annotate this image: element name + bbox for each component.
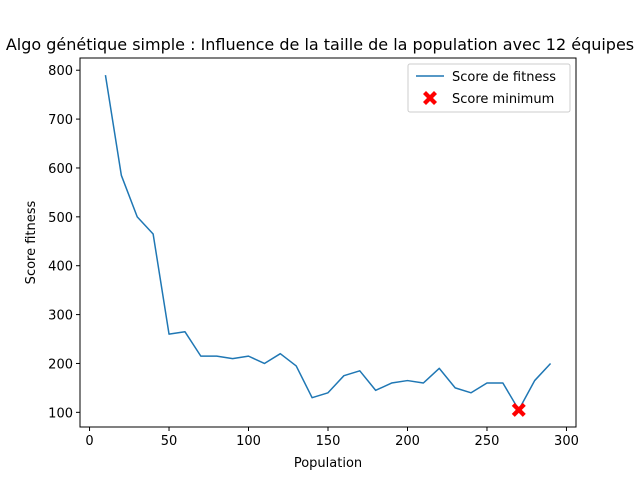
y-axis: 100 200 300 400 500 600 700 800 xyxy=(48,64,80,421)
data-point xyxy=(295,365,297,367)
data-point xyxy=(200,355,202,357)
x-tick-label: 100 xyxy=(236,434,261,449)
y-tick-label: 100 xyxy=(48,406,73,421)
data-point xyxy=(534,380,536,382)
data-point xyxy=(121,174,123,176)
chart-title: Algo génétique simple : Influence de la … xyxy=(6,35,634,54)
x-tick-label: 150 xyxy=(316,434,341,449)
data-point xyxy=(168,333,170,335)
y-tick-label: 300 xyxy=(48,309,73,324)
y-tick-label: 700 xyxy=(48,113,73,128)
y-tick-label: 800 xyxy=(48,64,73,79)
x-axis: 0 50 100 150 200 250 300 xyxy=(85,427,579,449)
x-tick-label: 250 xyxy=(475,434,500,449)
y-tick-label: 500 xyxy=(48,211,73,226)
data-point xyxy=(502,382,504,384)
legend-box xyxy=(407,63,571,113)
data-point xyxy=(486,382,488,384)
y-axis-label: Score fitness xyxy=(24,200,39,284)
x-axis-label: Population xyxy=(294,456,362,471)
data-point xyxy=(184,331,186,333)
data-point xyxy=(391,382,393,384)
legend-label-fitness: Score de fitness xyxy=(452,70,556,85)
minimum-marker xyxy=(511,402,526,417)
data-point xyxy=(216,355,218,357)
y-tick-label: 400 xyxy=(48,260,73,275)
data-point xyxy=(438,368,440,370)
legend-x-marker-icon xyxy=(423,91,437,105)
legend-label-minimum: Score minimum xyxy=(452,92,554,107)
data-point xyxy=(232,358,234,360)
data-point xyxy=(327,392,329,394)
data-point xyxy=(359,370,361,372)
data-point xyxy=(423,382,425,384)
y-tick-label: 600 xyxy=(48,162,73,177)
plot-area xyxy=(104,74,552,417)
data-point xyxy=(105,74,107,76)
data-point xyxy=(470,392,472,394)
data-point xyxy=(136,216,138,218)
data-point xyxy=(280,353,282,355)
data-point xyxy=(375,390,377,392)
data-point xyxy=(248,355,250,357)
series-line-0 xyxy=(104,74,552,411)
x-tick-label: 0 xyxy=(85,434,93,449)
x-tick-label: 200 xyxy=(395,434,420,449)
data-point xyxy=(550,363,552,365)
data-point xyxy=(407,380,409,382)
data-point xyxy=(311,397,313,399)
legend: Score de fitness Score minimum xyxy=(407,63,571,113)
data-point xyxy=(152,233,154,235)
x-tick-label: 50 xyxy=(161,434,178,449)
data-point xyxy=(264,363,266,365)
data-point xyxy=(343,375,345,377)
x-tick-label: 300 xyxy=(554,434,579,449)
data-point xyxy=(454,387,456,389)
y-tick-label: 200 xyxy=(48,357,73,372)
